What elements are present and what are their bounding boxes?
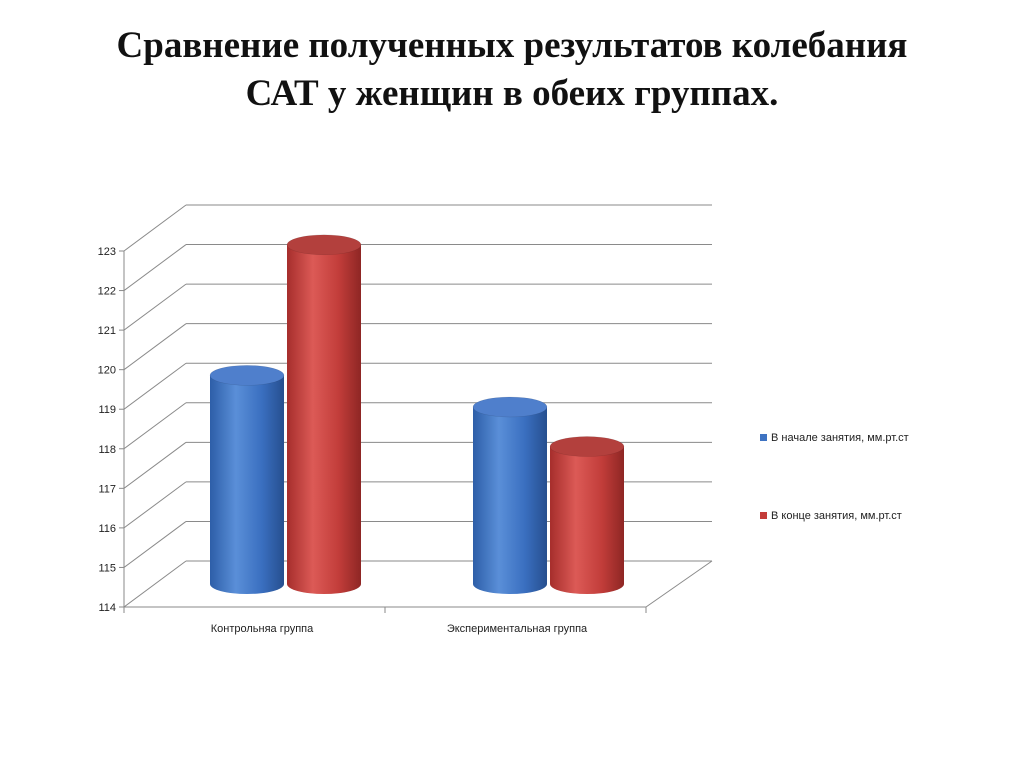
y-tick-label: 115 (98, 562, 116, 574)
legend-item: В начале занятия, мм.рт.ст (760, 432, 909, 444)
x-category-label: Контрольняа группа (211, 623, 314, 635)
legend: В начале занятия, мм.рт.ст В конце заняти… (760, 432, 909, 522)
bar-body (473, 407, 547, 594)
gridline-side (123, 481, 187, 529)
bar-cylinder (549, 436, 625, 594)
gridline-side (123, 323, 187, 371)
bar-body (287, 244, 361, 595)
bar-cylinder (472, 396, 548, 594)
gridline-side (123, 283, 187, 331)
bar-cylinder (209, 365, 285, 594)
bars (209, 234, 625, 595)
legend-label: В конце занятия, мм.рт.ст (771, 510, 902, 522)
bar-top (549, 436, 625, 457)
y-tick-label: 118 (98, 444, 116, 456)
gridline-side (123, 521, 187, 568)
x-category-label: Экспериментальная группа (447, 623, 588, 635)
legend-item: В конце занятия, мм.рт.ст (760, 510, 902, 522)
axes (119, 250, 713, 613)
legend-swatch (760, 434, 767, 441)
y-tick-label: 120 (98, 365, 116, 377)
y-tick-label: 117 (98, 483, 116, 495)
slide-title-line-2: САТ у женщин в обеих группах. (245, 73, 779, 114)
y-tick-label: 119 (98, 404, 116, 416)
bar-top (286, 234, 362, 256)
y-tick-label: 116 (98, 523, 116, 535)
bar-top (209, 365, 285, 386)
y-tick-label: 114 (98, 602, 116, 614)
bar-body (550, 446, 624, 594)
slide-title-line-1: Сравнение полученных результатов колебан… (116, 25, 908, 66)
gridline-side (123, 204, 187, 252)
y-axis-ticks: 114 115 116 117 118 119 120 121 122 123 (98, 246, 116, 614)
slide-title: Сравнение полученных результатов колебан… (0, 22, 1024, 118)
gridline-side (123, 362, 187, 410)
gridline-side (123, 441, 187, 489)
gridline-side (123, 402, 187, 450)
x-axis-categories: Контрольняа группа Экспериментальная груп… (211, 623, 588, 635)
gridline-side (123, 560, 187, 608)
y-tick-label: 122 (98, 286, 116, 298)
gridline-side (123, 244, 187, 291)
bar-cylinder (286, 234, 362, 595)
y-tick-label: 121 (98, 325, 116, 337)
legend-swatch (760, 512, 767, 519)
bar-top (472, 396, 548, 418)
bar-body (210, 375, 284, 594)
floor-right-edge (645, 560, 713, 608)
legend-label: В начале занятия, мм.рт.ст (771, 432, 909, 444)
y-tick-label: 123 (98, 246, 116, 258)
